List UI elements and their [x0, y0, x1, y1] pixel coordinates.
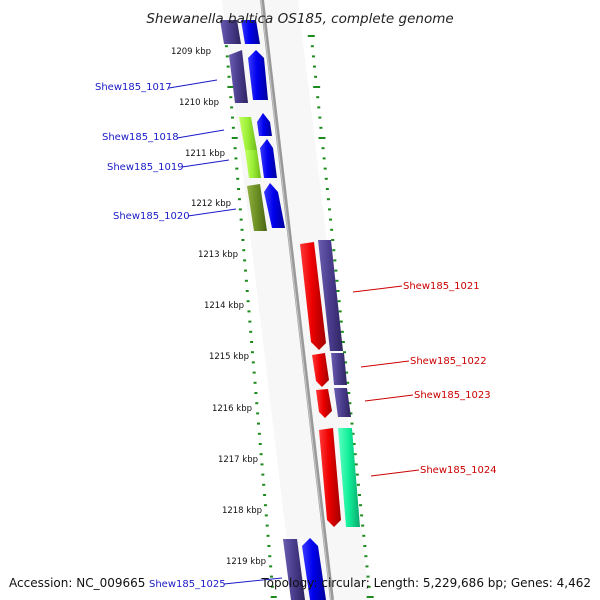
- genome-backbone: [260, 0, 334, 600]
- cds-arrow-1020[interactable]: [264, 183, 285, 228]
- cog-bar-1020[interactable]: [247, 184, 267, 231]
- scale-label: 1214 kbp: [204, 301, 244, 311]
- scale-label: 1216 kbp: [212, 404, 252, 414]
- cds-arrow[interactable]: [241, 20, 260, 44]
- gene-label-1024[interactable]: Shew185_1024: [420, 465, 497, 476]
- gene-label-1021[interactable]: Shew185_1021: [403, 281, 480, 292]
- cog-bar-1022[interactable]: [331, 353, 347, 385]
- cog-bar-1017[interactable]: [229, 50, 248, 103]
- cog-bar-1018[interactable]: [239, 117, 257, 150]
- genome-backbone-highlight: [260, 0, 332, 600]
- scale-label: 1213 kbp: [198, 250, 238, 260]
- cds-arrow-1024[interactable]: [319, 428, 341, 527]
- reverse-strand-features: [300, 240, 360, 527]
- cog-bar-1025[interactable]: [283, 539, 305, 600]
- scale-ticks-left: [223, 35, 277, 598]
- gene-label-1022[interactable]: Shew185_1022: [410, 356, 487, 367]
- gene-label-1020[interactable]: Shew185_1020: [113, 211, 190, 222]
- scale-labels: 1209 kbp 1210 kbp 1211 kbp 1212 kbp 1213 kbp…: [171, 47, 266, 567]
- scale-label: 1210 kbp: [179, 98, 219, 108]
- cog-bar-1024[interactable]: [338, 428, 360, 527]
- scale-label: 1211 kbp: [185, 149, 225, 159]
- cog-bar-1019[interactable]: [245, 150, 261, 178]
- scale-label: 1215 kbp: [209, 352, 249, 362]
- scale-ticks-right: [307, 35, 374, 598]
- scale-label: 1212 kbp: [191, 199, 231, 209]
- gene-label-1018[interactable]: Shew185_1018: [102, 132, 179, 143]
- gene-label-1023[interactable]: Shew185_1023: [414, 390, 491, 401]
- scale-label: 1209 kbp: [171, 47, 211, 57]
- scale-label: 1217 kbp: [218, 455, 258, 465]
- cds-arrow-1018[interactable]: [257, 113, 272, 136]
- cds-arrow-1017[interactable]: [248, 50, 268, 100]
- cog-bar-1023[interactable]: [334, 388, 351, 417]
- gene-label-1017[interactable]: Shew185_1017: [95, 82, 172, 93]
- label-leaders: [168, 79, 420, 585]
- cog-bar-1021[interactable]: [318, 240, 343, 351]
- forward-strand-features: [220, 20, 326, 600]
- accession-text: Accession: NC_009665: [9, 576, 145, 590]
- cds-arrow-1022[interactable]: [312, 353, 329, 387]
- scale-label: 1219 kbp: [226, 557, 266, 567]
- cds-arrow-1023[interactable]: [316, 389, 332, 418]
- cds-arrow-1025[interactable]: [302, 538, 326, 600]
- map-title: Shewanella baltica OS185, complete genom…: [146, 11, 453, 27]
- gene-label-1025[interactable]: Shew185_1025: [149, 579, 226, 590]
- gene-label-1019[interactable]: Shew185_1019: [107, 162, 184, 173]
- scale-label: 1218 kbp: [222, 506, 262, 516]
- topology-text: Topology: circular; Length: 5,229,686 bp…: [260, 576, 591, 590]
- cds-arrow-1021[interactable]: [300, 242, 326, 350]
- cog-bar[interactable]: [220, 20, 241, 44]
- cds-arrow-1019[interactable]: [260, 139, 277, 178]
